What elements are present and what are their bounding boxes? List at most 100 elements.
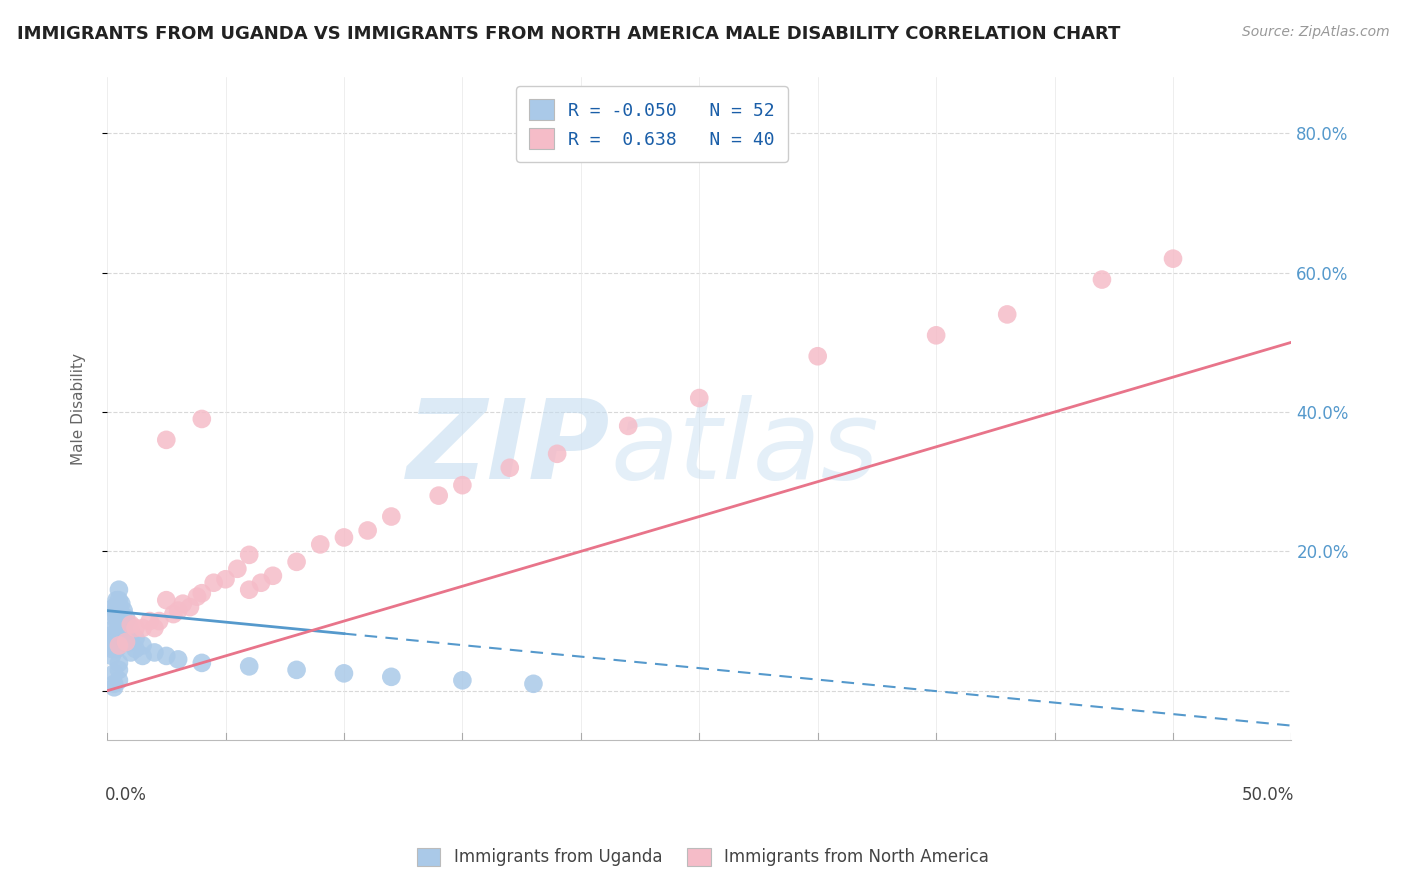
- Point: [105, 642, 128, 657]
- Point: [138, 614, 160, 628]
- Point: [143, 645, 166, 659]
- Point: [112, 624, 135, 639]
- Point: [110, 597, 132, 611]
- Point: [688, 391, 710, 405]
- Point: [155, 433, 177, 447]
- Point: [238, 659, 260, 673]
- Point: [103, 600, 125, 615]
- Point: [101, 635, 124, 649]
- Point: [105, 614, 128, 628]
- Point: [285, 663, 308, 677]
- Point: [925, 328, 948, 343]
- Point: [380, 509, 402, 524]
- Point: [191, 586, 214, 600]
- Point: [101, 642, 124, 657]
- Point: [238, 548, 260, 562]
- Point: [103, 607, 125, 621]
- Point: [108, 582, 131, 597]
- Point: [115, 635, 138, 649]
- Point: [120, 645, 142, 659]
- Y-axis label: Male Disability: Male Disability: [72, 352, 86, 465]
- Point: [186, 590, 208, 604]
- Point: [105, 593, 128, 607]
- Point: [995, 307, 1018, 321]
- Point: [499, 460, 522, 475]
- Point: [103, 621, 125, 635]
- Point: [162, 607, 184, 621]
- Point: [120, 635, 142, 649]
- Point: [250, 575, 273, 590]
- Point: [167, 652, 190, 666]
- Text: Source: ZipAtlas.com: Source: ZipAtlas.com: [1241, 25, 1389, 39]
- Text: IMMIGRANTS FROM UGANDA VS IMMIGRANTS FROM NORTH AMERICA MALE DISABILITY CORRELAT: IMMIGRANTS FROM UGANDA VS IMMIGRANTS FRO…: [17, 25, 1121, 43]
- Point: [131, 621, 153, 635]
- Legend: Immigrants from Uganda, Immigrants from North America: Immigrants from Uganda, Immigrants from …: [411, 841, 995, 873]
- Point: [380, 670, 402, 684]
- Point: [451, 478, 474, 492]
- Point: [155, 593, 177, 607]
- Point: [101, 628, 124, 642]
- Point: [103, 681, 125, 695]
- Point: [103, 635, 125, 649]
- Point: [105, 600, 128, 615]
- Point: [285, 555, 308, 569]
- Point: [108, 600, 131, 615]
- Point: [124, 621, 146, 635]
- Point: [451, 673, 474, 688]
- Point: [333, 666, 356, 681]
- Point: [105, 628, 128, 642]
- Point: [226, 562, 249, 576]
- Point: [191, 412, 214, 426]
- Point: [155, 648, 177, 663]
- Point: [807, 349, 830, 363]
- Point: [112, 604, 135, 618]
- Point: [238, 582, 260, 597]
- Point: [167, 604, 190, 618]
- Point: [124, 642, 146, 657]
- Point: [108, 673, 131, 688]
- Point: [333, 531, 356, 545]
- Text: 0.0%: 0.0%: [104, 786, 146, 804]
- Point: [172, 597, 194, 611]
- Point: [356, 524, 378, 538]
- Point: [131, 639, 153, 653]
- Point: [110, 621, 132, 635]
- Point: [191, 656, 214, 670]
- Point: [117, 628, 139, 642]
- Point: [120, 617, 142, 632]
- Point: [1161, 252, 1184, 266]
- Point: [103, 677, 125, 691]
- Point: [131, 648, 153, 663]
- Text: ZIP: ZIP: [406, 395, 610, 501]
- Point: [120, 624, 142, 639]
- Point: [108, 628, 131, 642]
- Point: [522, 677, 544, 691]
- Point: [1091, 272, 1114, 286]
- Legend: R = -0.050   N = 52, R =  0.638   N = 40: R = -0.050 N = 52, R = 0.638 N = 40: [516, 87, 787, 161]
- Point: [115, 621, 138, 635]
- Point: [115, 610, 138, 624]
- Point: [112, 614, 135, 628]
- Point: [427, 489, 450, 503]
- Text: atlas: atlas: [610, 395, 879, 501]
- Point: [214, 572, 236, 586]
- Point: [148, 614, 170, 628]
- Point: [108, 593, 131, 607]
- Point: [108, 656, 131, 670]
- Point: [117, 617, 139, 632]
- Point: [101, 648, 124, 663]
- Point: [202, 575, 225, 590]
- Point: [179, 600, 201, 615]
- Point: [108, 639, 131, 653]
- Point: [309, 537, 332, 551]
- Point: [105, 607, 128, 621]
- Point: [143, 621, 166, 635]
- Point: [546, 447, 568, 461]
- Point: [124, 632, 146, 646]
- Point: [110, 607, 132, 621]
- Point: [617, 418, 640, 433]
- Text: 50.0%: 50.0%: [1241, 786, 1294, 804]
- Point: [108, 663, 131, 677]
- Point: [103, 666, 125, 681]
- Point: [108, 614, 131, 628]
